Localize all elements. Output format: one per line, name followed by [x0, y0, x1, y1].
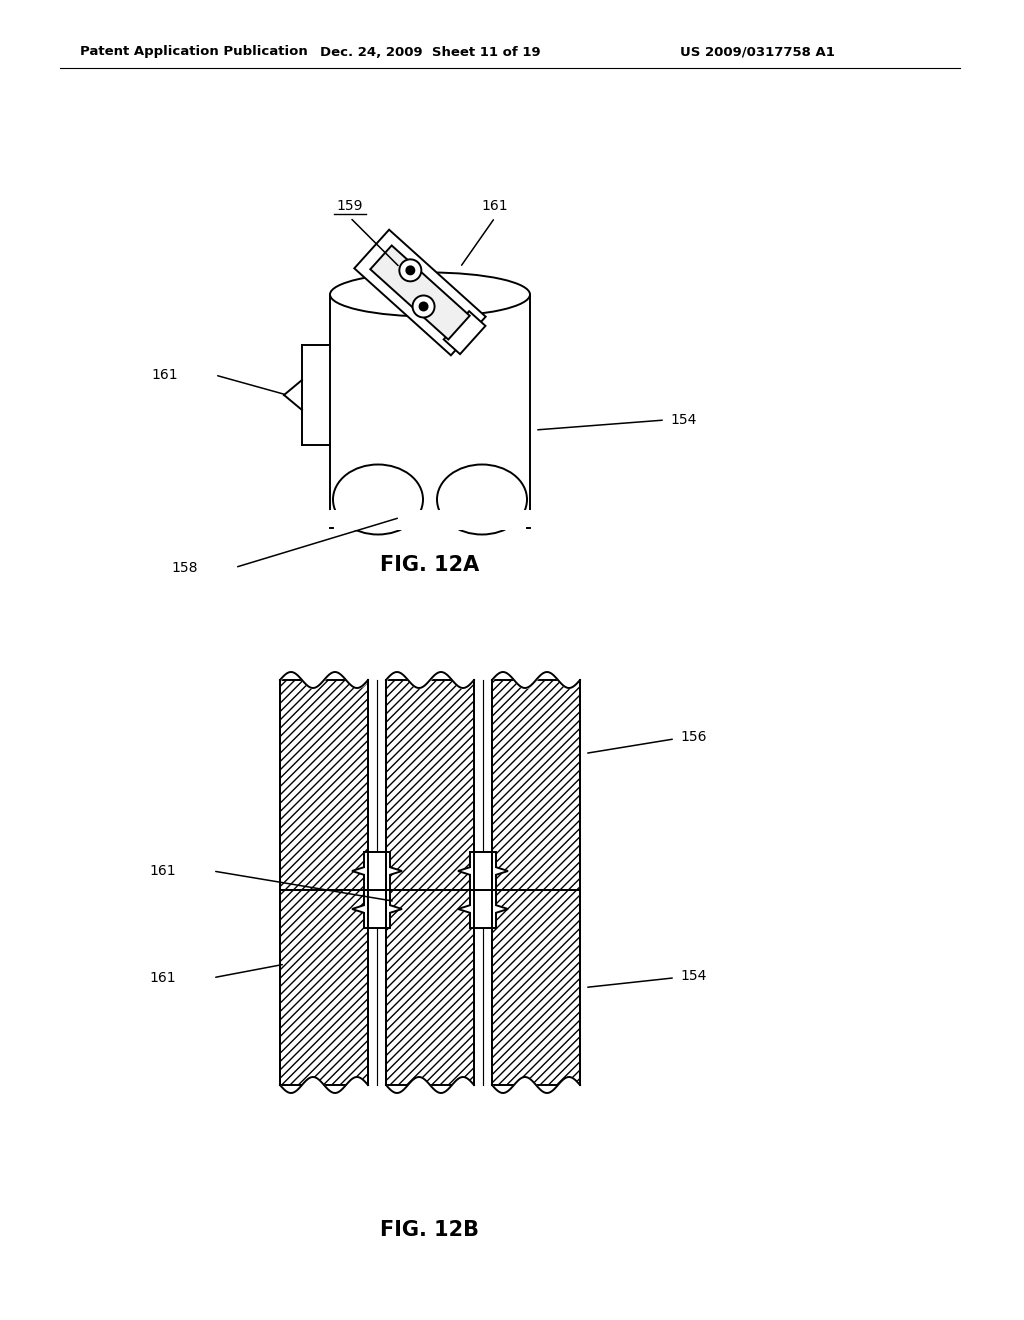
Ellipse shape — [333, 465, 423, 535]
Polygon shape — [352, 890, 386, 928]
Text: 161: 161 — [481, 198, 508, 213]
Polygon shape — [474, 851, 508, 890]
Text: Patent Application Publication: Patent Application Publication — [80, 45, 308, 58]
Text: 161: 161 — [150, 970, 176, 985]
Polygon shape — [443, 312, 485, 354]
Ellipse shape — [437, 465, 527, 535]
Text: 158: 158 — [171, 561, 198, 574]
Text: FIG. 12A: FIG. 12A — [380, 554, 479, 576]
Circle shape — [420, 302, 428, 310]
Text: 159: 159 — [337, 198, 364, 213]
Polygon shape — [458, 890, 492, 928]
Text: Dec. 24, 2009  Sheet 11 of 19: Dec. 24, 2009 Sheet 11 of 19 — [319, 45, 541, 58]
Ellipse shape — [330, 272, 530, 317]
Polygon shape — [492, 890, 580, 1085]
Text: 161: 161 — [152, 368, 178, 381]
Polygon shape — [352, 851, 386, 890]
Polygon shape — [280, 890, 368, 1085]
Polygon shape — [371, 246, 470, 339]
Text: US 2009/0317758 A1: US 2009/0317758 A1 — [680, 45, 835, 58]
Bar — [368, 850, 386, 931]
Polygon shape — [386, 890, 474, 1085]
Text: 161: 161 — [150, 865, 176, 878]
Circle shape — [407, 267, 415, 275]
Text: 154: 154 — [680, 969, 707, 983]
Polygon shape — [492, 680, 580, 890]
Polygon shape — [280, 680, 368, 890]
Circle shape — [399, 259, 421, 281]
Polygon shape — [458, 851, 492, 890]
Polygon shape — [474, 890, 508, 928]
Text: FIG. 12B: FIG. 12B — [381, 1220, 479, 1239]
Polygon shape — [386, 680, 474, 890]
Polygon shape — [368, 890, 402, 928]
Bar — [474, 850, 492, 931]
Polygon shape — [368, 851, 402, 890]
Circle shape — [413, 296, 434, 318]
Text: 154: 154 — [670, 413, 696, 426]
Bar — [328, 510, 532, 529]
Polygon shape — [354, 230, 485, 355]
Text: 156: 156 — [680, 730, 707, 743]
